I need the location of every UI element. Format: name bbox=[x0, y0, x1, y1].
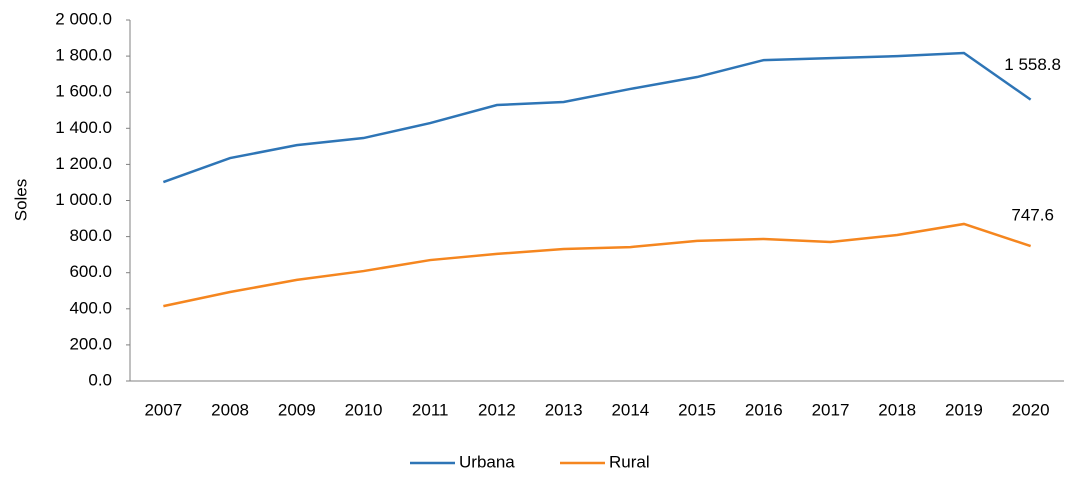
series-line bbox=[162, 51, 1032, 184]
legend-label: Urbana bbox=[459, 452, 515, 471]
y-tick-label: 200.0 bbox=[69, 334, 112, 353]
y-tick-label: 0.0 bbox=[88, 370, 112, 389]
y-tick-label: 1 400.0 bbox=[55, 118, 112, 137]
x-tick-label: 2016 bbox=[745, 400, 783, 419]
x-tick-label: 2011 bbox=[412, 400, 449, 419]
x-tick-label: 2012 bbox=[478, 400, 516, 419]
y-tick-label: 600.0 bbox=[69, 262, 112, 281]
y-tick-label: 1 200.0 bbox=[55, 154, 112, 173]
x-tick-label: 2009 bbox=[278, 400, 316, 419]
x-tick-label: 2019 bbox=[945, 400, 983, 419]
x-tick-label: 2013 bbox=[545, 400, 583, 419]
y-tick-label: 1 600.0 bbox=[55, 82, 112, 101]
y-tick-label: 1 800.0 bbox=[55, 46, 112, 65]
x-tick-label: 2008 bbox=[211, 400, 249, 419]
legend-label: Rural bbox=[609, 452, 650, 471]
y-tick-label: 400.0 bbox=[69, 298, 112, 317]
x-tick-label: 2014 bbox=[611, 400, 649, 419]
data-label: 747.6 bbox=[1011, 206, 1054, 225]
x-tick-label: 2018 bbox=[878, 400, 916, 419]
x-tick-label: 2017 bbox=[812, 400, 850, 419]
x-tick-label: 2010 bbox=[345, 400, 383, 419]
data-label: 1 558.8 bbox=[1004, 55, 1061, 74]
y-tick-label: 2 000.0 bbox=[55, 9, 112, 28]
y-axis-label: Soles bbox=[11, 179, 30, 222]
x-tick-label: 2015 bbox=[678, 400, 716, 419]
x-tick-label: 2007 bbox=[144, 400, 182, 419]
series-line bbox=[163, 222, 1032, 308]
y-tick-label: 1 000.0 bbox=[55, 190, 112, 209]
y-tick-label: 800.0 bbox=[69, 226, 112, 245]
x-tick-label: 2020 bbox=[1012, 400, 1050, 419]
